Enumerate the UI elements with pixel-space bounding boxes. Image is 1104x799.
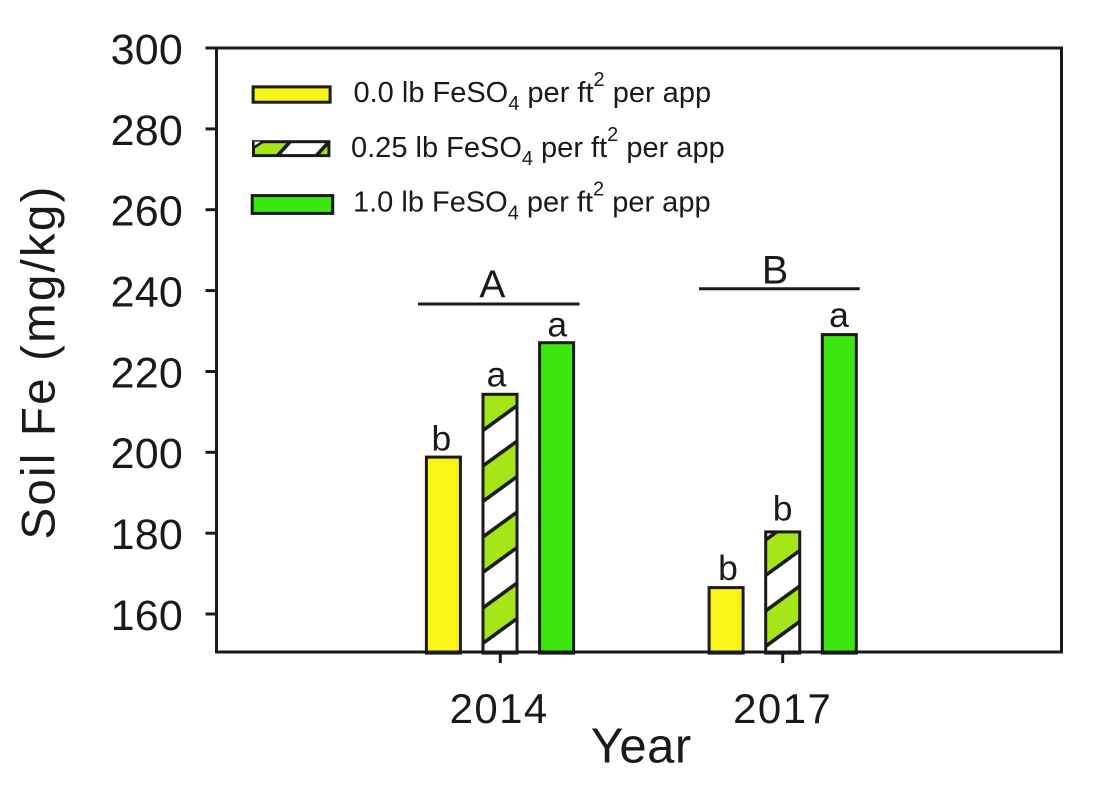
svg-text:0.0 lb FeSO4 per ft2 per app: 0.0 lb FeSO4 per ft2 per app bbox=[354, 69, 712, 115]
svg-text:2017: 2017 bbox=[733, 685, 832, 732]
svg-text:b: b bbox=[773, 489, 793, 529]
svg-text:240: 240 bbox=[111, 269, 183, 317]
svg-text:2014: 2014 bbox=[450, 685, 549, 732]
svg-text:a: a bbox=[487, 355, 507, 395]
svg-text:160: 160 bbox=[111, 592, 183, 640]
svg-text:a: a bbox=[829, 295, 849, 335]
svg-text:b: b bbox=[718, 548, 738, 588]
svg-text:280: 280 bbox=[111, 107, 183, 155]
svg-text:260: 260 bbox=[111, 188, 183, 236]
svg-text:B: B bbox=[762, 249, 788, 293]
svg-text:180: 180 bbox=[111, 511, 183, 559]
svg-text:0.25 lb FeSO4 per ft2 per app: 0.25 lb FeSO4 per ft2 per app bbox=[351, 124, 725, 170]
svg-text:1.0 lb FeSO4 per ft2 per app: 1.0 lb FeSO4 per ft2 per app bbox=[353, 179, 711, 225]
svg-text:b: b bbox=[432, 418, 452, 458]
svg-text:300: 300 bbox=[111, 26, 183, 74]
svg-text:200: 200 bbox=[111, 430, 183, 478]
svg-text:220: 220 bbox=[111, 349, 183, 397]
svg-text:a: a bbox=[547, 305, 567, 345]
svg-text:Year: Year bbox=[591, 720, 692, 774]
svg-text:A: A bbox=[479, 264, 505, 307]
svg-text:Soil Fe (mg/kg): Soil Fe (mg/kg) bbox=[12, 184, 65, 539]
